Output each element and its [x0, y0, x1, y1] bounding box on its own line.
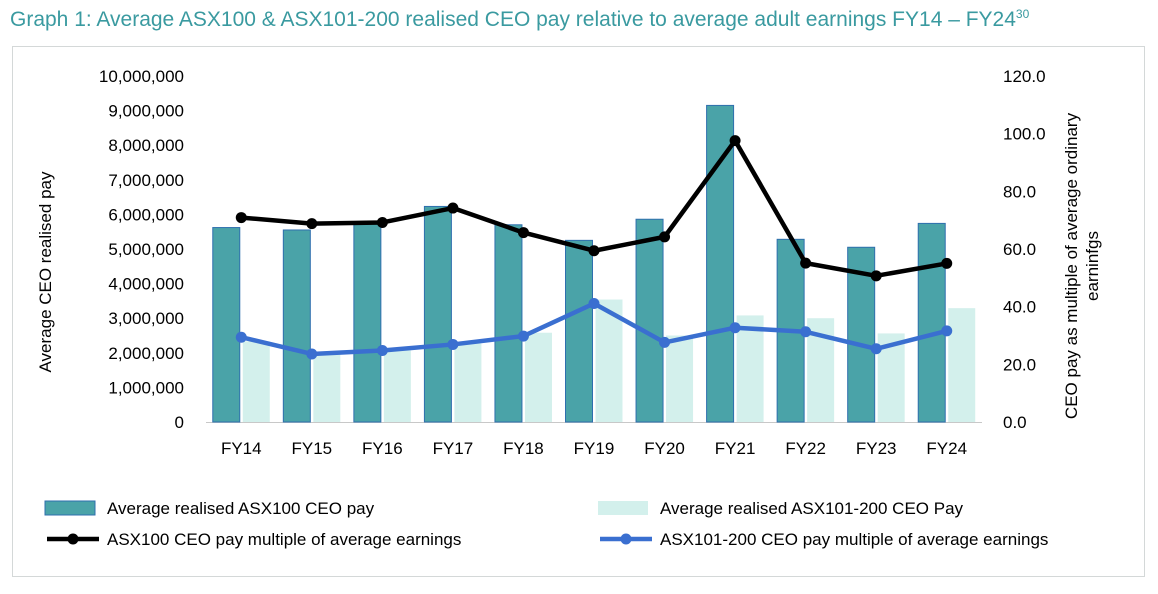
y-tick-label: 0 [175, 413, 184, 432]
bar-asx101-200 [454, 343, 482, 422]
y-tick-label: 2,000,000 [108, 344, 184, 363]
point-asx100-multiple [235, 212, 247, 224]
x-tick-label: FY24 [926, 439, 967, 458]
legend-item: Average realised ASX100 CEO pay [44, 499, 375, 518]
y-tick-label: 4,000,000 [108, 275, 184, 294]
y-tick-label: 5,000,000 [108, 240, 184, 259]
bar-asx100 [565, 239, 593, 423]
bar-asx100 [706, 104, 735, 423]
y2-axis-ticks: 0.0 20.0 40.0 60.0 80.0 100.0 120.0 [1003, 67, 1046, 432]
legend-marker [67, 533, 79, 545]
point-asx100-multiple [729, 135, 741, 147]
y-tick-label: 6,000,000 [108, 205, 184, 224]
x-axis-labels: FY14 FY15 FY16 FY17 FY18 FY19 FY20 FY21 FY22 FY23… [221, 439, 967, 458]
bar-asx101-200 [383, 350, 411, 422]
bar-asx100 [282, 229, 311, 423]
lines [235, 135, 953, 360]
chart-frame [12, 46, 1145, 577]
bar-asx101-200 [595, 299, 623, 422]
point-asx100-multiple [447, 202, 459, 214]
y-axis-label: Average CEO realised pay [36, 171, 55, 372]
point-asx101-200-multiple [306, 348, 318, 360]
x-tick-label: FY19 [574, 439, 615, 458]
legend-swatch [44, 500, 96, 516]
bar-asx101-200 [736, 315, 764, 422]
point-asx100-multiple [376, 216, 388, 228]
y2-tick-label: 0.0 [1003, 413, 1027, 432]
x-tick-label: FY16 [362, 439, 403, 458]
bar-asx100 [494, 224, 523, 423]
x-tick-label: FY23 [856, 439, 897, 458]
bar-asx101-200 [313, 354, 341, 422]
bar-asx101-200 [242, 341, 270, 422]
legend-item: ASX101-200 CEO pay multiple of average e… [600, 530, 1048, 549]
point-asx101-200-multiple [870, 343, 882, 355]
bar-asx100 [917, 222, 946, 423]
point-asx101-200-multiple [941, 325, 953, 337]
point-asx100-multiple [941, 257, 953, 269]
point-asx100-multiple [870, 270, 882, 282]
y2-tick-label: 40.0 [1003, 298, 1036, 317]
title-text: Graph 1: Average ASX100 & ASX101-200 rea… [10, 8, 1016, 31]
x-tick-label: FY14 [221, 439, 262, 458]
y-tick-label: 1,000,000 [108, 378, 184, 397]
legend-item: Average realised ASX101-200 CEO Pay [598, 499, 964, 518]
point-asx101-200-multiple [235, 331, 247, 343]
point-asx101-200-multiple [588, 297, 600, 309]
point-asx101-200-multiple [800, 326, 812, 338]
y-axis-ticks: 0 1,000,000 2,000,000 3,000,000 4,000,000 5,0… [99, 67, 184, 432]
y-tick-label: 9,000,000 [108, 102, 184, 121]
x-tick-label: FY22 [785, 439, 826, 458]
bar-asx100 [635, 218, 664, 423]
bar-asx100 [423, 205, 452, 423]
y-tick-label: 8,000,000 [108, 136, 184, 155]
y-tick-label: 10,000,000 [99, 67, 184, 86]
legend: Average realised ASX100 CEO pay Average r… [44, 499, 1048, 549]
title-footnote: 30 [1015, 7, 1030, 21]
y2-tick-label: 100.0 [1003, 125, 1046, 144]
point-asx100-multiple [588, 245, 600, 257]
point-asx101-200-multiple [659, 336, 671, 348]
y2-tick-label: 60.0 [1003, 240, 1036, 259]
y-tick-label: 3,000,000 [108, 309, 184, 328]
bar-asx100 [353, 222, 382, 423]
x-tick-label: FY21 [715, 439, 756, 458]
legend-label: Average realised ASX101-200 CEO Pay [660, 499, 964, 518]
x-tick-label: FY17 [433, 439, 474, 458]
y2-tick-label: 20.0 [1003, 355, 1036, 374]
point-asx100-multiple [306, 218, 318, 230]
y2-tick-label: 120.0 [1003, 67, 1046, 86]
point-asx101-200-multiple [376, 344, 388, 356]
point-asx101-200-multiple [447, 338, 459, 350]
bar-asx101-200 [524, 332, 552, 422]
graph-title: Graph 1: Average ASX100 & ASX101-200 rea… [10, 7, 1029, 32]
line-asx101-200-multiple [240, 301, 948, 357]
legend-marker [620, 533, 632, 545]
x-tick-label: FY20 [644, 439, 685, 458]
x-tick-label: FY15 [291, 439, 332, 458]
bars [212, 104, 976, 423]
legend-label: Average realised ASX100 CEO pay [107, 499, 375, 518]
point-asx101-200-multiple [729, 322, 741, 334]
point-asx100-multiple [659, 231, 671, 243]
bar-asx101-200 [948, 308, 976, 422]
legend-swatch [598, 501, 648, 515]
point-asx100-multiple [800, 257, 812, 269]
legend-item: ASX100 CEO pay multiple of average earni… [47, 530, 461, 549]
bar-asx101-200 [666, 335, 694, 422]
point-asx101-200-multiple [517, 330, 529, 342]
y2-axis-label-line2: earninfgs [1083, 231, 1102, 301]
legend-label: ASX100 CEO pay multiple of average earni… [107, 530, 461, 549]
bar-asx100 [212, 227, 241, 423]
x-tick-label: FY18 [503, 439, 544, 458]
y2-tick-label: 80.0 [1003, 182, 1036, 201]
y2-axis-label-line1: CEO pay as multiple of average ordinary [1062, 112, 1081, 419]
legend-label: ASX101-200 CEO pay multiple of average e… [660, 530, 1048, 549]
y-tick-label: 7,000,000 [108, 171, 184, 190]
point-asx100-multiple [517, 227, 529, 239]
